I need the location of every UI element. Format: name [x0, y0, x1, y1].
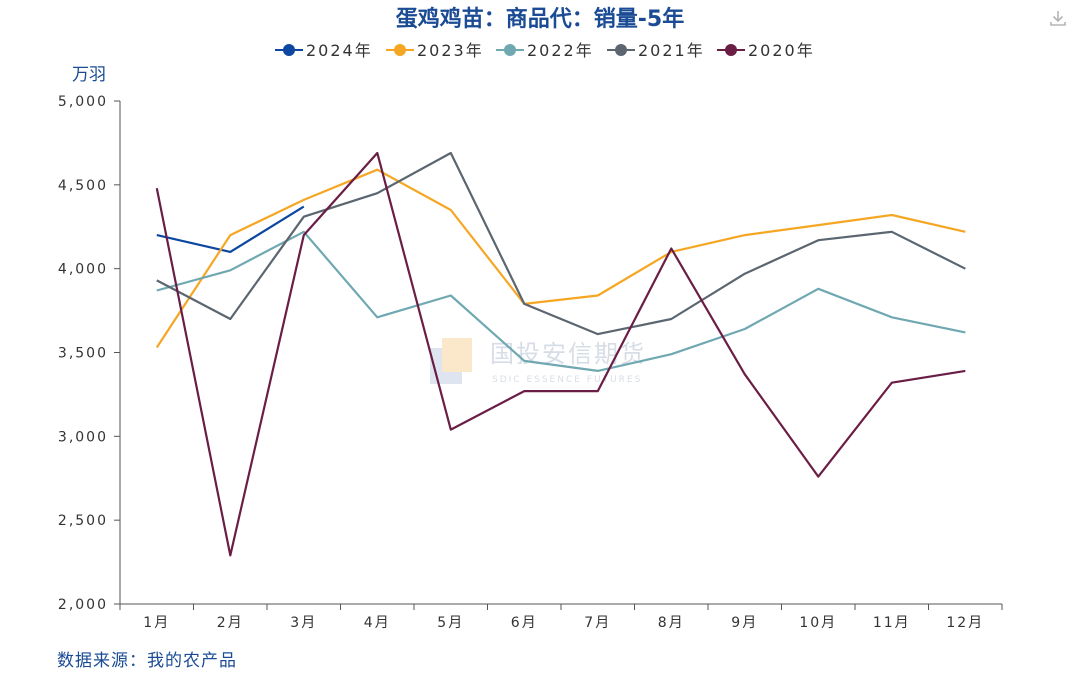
watermark: 国投安信期货 SDIC ESSENCE FUTURES: [430, 338, 644, 385]
series-lines: [155, 151, 966, 557]
legend-item[interactable]: 2021年: [607, 41, 705, 60]
legend-swatch-dot: [394, 44, 406, 56]
x-tick-label: 2月: [217, 615, 244, 631]
x-tick-label: 1月: [143, 615, 170, 631]
legend-label: 2020年: [748, 41, 815, 60]
watermark-en: SDIC ESSENCE FUTURES: [492, 375, 642, 385]
x-tick-label: 12月: [946, 615, 984, 631]
legend[interactable]: 2024年 2023年 2022年 2021年 2020年: [275, 41, 815, 60]
legend-swatch-dot: [725, 44, 737, 56]
chart-title: 蛋鸡鸡苗：商品代：销量-5年: [396, 6, 684, 32]
y-tick-label: 4,000: [58, 262, 108, 278]
x-tick-label: 3月: [290, 615, 317, 631]
legend-label: 2021年: [638, 41, 705, 60]
series-line-2022年: [156, 230, 966, 372]
legend-label: 2024年: [306, 41, 373, 60]
series-line-2021年: [156, 151, 966, 336]
legend-item[interactable]: 2020年: [717, 41, 815, 60]
data-source: 数据来源：我的农产品: [57, 651, 237, 671]
x-tick-label: 7月: [584, 615, 611, 631]
x-tick-label: 6月: [511, 615, 538, 631]
x-tick-label: 4月: [364, 615, 391, 631]
x-tick-label: 11月: [873, 615, 911, 631]
legend-item[interactable]: 2022年: [496, 41, 594, 60]
x-tick-label: 8月: [658, 615, 685, 631]
legend-label: 2022年: [527, 41, 594, 60]
y-tick-label: 5,000: [58, 94, 108, 110]
x-tick-label: 10月: [799, 615, 837, 631]
y-tick-label: 4,500: [58, 178, 108, 194]
legend-label: 2023年: [417, 41, 484, 60]
y-tick-label: 3,500: [58, 346, 108, 362]
y-tick-label: 3,000: [58, 429, 108, 445]
series-line-2023年: [155, 168, 966, 349]
y-axis-unit: 万羽: [72, 65, 106, 85]
watermark-logo-front: [442, 338, 472, 372]
axes: 2,000 2,500 3,000 3,500 4,000 4,500 5,000 1月 2月 3…: [58, 94, 1003, 631]
watermark-logo-back: [430, 348, 462, 384]
y-tick-label: 2,000: [58, 597, 108, 613]
x-tick-label: 9月: [731, 615, 758, 631]
legend-swatch-dot: [283, 44, 295, 56]
legend-item[interactable]: 2023年: [386, 41, 484, 60]
legend-item[interactable]: 2024年: [275, 41, 373, 60]
x-tick-label: 5月: [437, 615, 464, 631]
legend-swatch-dot: [615, 44, 627, 56]
download-icon[interactable]: [1048, 8, 1068, 28]
legend-swatch-dot: [504, 44, 516, 56]
series-line-2020年: [155, 151, 966, 557]
series-line-2024年: [156, 205, 305, 253]
y-tick-label: 2,500: [58, 513, 108, 529]
